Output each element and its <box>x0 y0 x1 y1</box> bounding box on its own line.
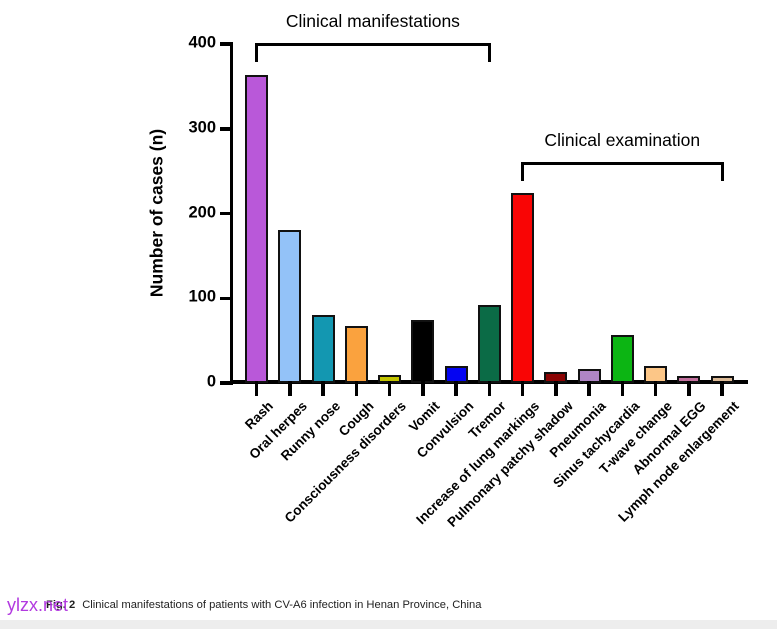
y-axis-tick-label: 300 <box>188 118 216 137</box>
bar-tremor <box>477 305 501 383</box>
x-axis-tick <box>554 381 558 396</box>
x-axis-tick <box>421 381 425 396</box>
bracket-clinical-manifestations <box>254 43 492 62</box>
bar-cough <box>344 326 368 383</box>
bar-vomit <box>411 320 435 383</box>
x-axis-tick <box>454 381 458 396</box>
y-axis-title: Number of cases (n) <box>146 128 167 298</box>
watermark: ylzx.net <box>7 595 69 615</box>
bracket-label-clinical-examination: Clinical examination <box>544 130 701 150</box>
bracket-label-clinical-manifestations: Clinical manifestations <box>285 11 460 31</box>
x-axis-tick <box>288 381 292 396</box>
x-axis-tick <box>687 381 691 396</box>
figure-caption: Fig. 2 Clinical manifestations of patient… <box>46 599 481 611</box>
y-axis-tick <box>220 211 233 216</box>
x-axis-tick <box>720 381 724 396</box>
figure-caption-label: Fig. 2 <box>46 599 76 611</box>
bar-runny-nose <box>311 315 335 383</box>
x-axis-tick <box>387 381 392 396</box>
y-axis-tick-label: 200 <box>188 203 216 222</box>
y-axis-tick <box>220 381 233 385</box>
bar-sinus-tachycardia <box>610 334 634 383</box>
y-axis-tick-label: 400 <box>188 33 216 52</box>
y-axis-tick <box>220 127 233 131</box>
x-axis-tick <box>587 381 591 396</box>
bracket-clinical-examination <box>520 162 724 181</box>
x-axis-tick <box>620 381 624 396</box>
bar-increase-of-lung-markings <box>511 193 534 383</box>
y-axis-tick-label: 100 <box>188 287 216 306</box>
y-axis-tick <box>220 42 233 46</box>
y-axis-tick-label: 0 <box>206 372 216 391</box>
bar-oral-herpes <box>278 229 302 383</box>
x-axis-tick <box>520 381 525 396</box>
x-axis-tick <box>254 381 259 396</box>
y-axis-tick <box>220 296 233 300</box>
x-axis-tick <box>354 381 358 396</box>
bottom-strip <box>0 620 777 629</box>
x-axis-tick <box>487 381 491 396</box>
figure-caption-text: Clinical manifestations of patients with… <box>82 599 482 611</box>
bar-rash <box>245 74 268 383</box>
x-axis-tick <box>321 381 325 396</box>
x-axis-tick <box>653 381 658 396</box>
